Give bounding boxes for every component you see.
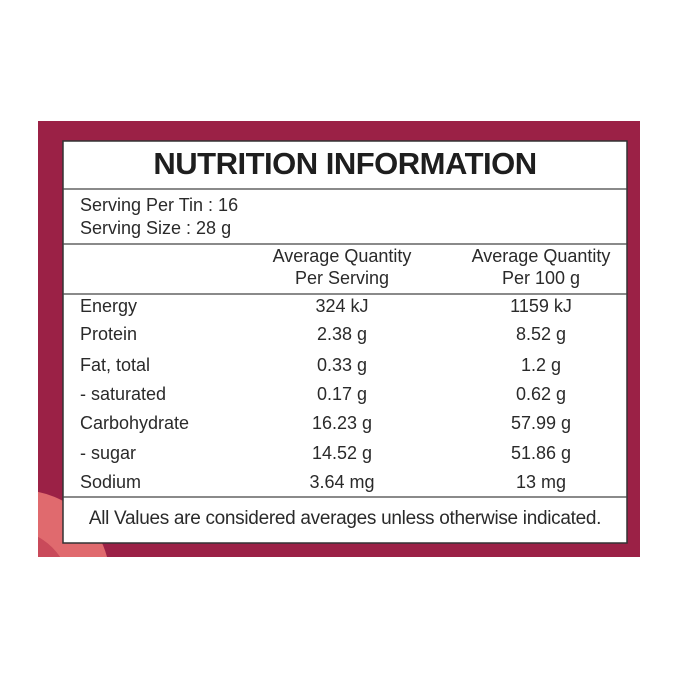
serving-text: Serving Per Tin : 16 [80, 195, 238, 215]
per-100g-value: 13 mg [516, 472, 566, 492]
rows: Energy 324 kJ 1159 kJ Protein 2.38 g 8.52 g Fa… [80, 296, 572, 492]
serving-text: Serving Size : 28 g [80, 218, 231, 238]
column-header: Average Quantity [472, 246, 611, 266]
per-serving-value: 2.38 g [317, 324, 367, 344]
footer: All Values are considered averages unles… [89, 508, 601, 529]
per-serving-value: 14.52 g [312, 443, 372, 463]
per-serving-value: 0.33 g [317, 355, 367, 375]
nutrient-name: Sodium [80, 472, 141, 492]
column-header: Per 100 g [502, 268, 580, 288]
nutrient-name: - saturated [80, 384, 166, 404]
per-serving-value: 16.23 g [312, 413, 372, 433]
nutrient-name: Carbohydrate [80, 413, 189, 433]
per-100g-value: 57.99 g [511, 413, 571, 433]
nutrient-name: - sugar [80, 443, 136, 463]
title: NUTRITION INFORMATION [153, 146, 536, 181]
nutrient-name: Fat, total [80, 355, 150, 375]
per-100g-value: 1.2 g [521, 355, 561, 375]
per-serving-value: 0.17 g [317, 384, 367, 404]
column-header: Per Serving [295, 268, 389, 288]
per-100g-value: 0.62 g [516, 384, 566, 404]
label-box [62, 140, 628, 544]
per-serving-value: 3.64 mg [309, 472, 374, 492]
nutrient-name: Protein [80, 324, 137, 344]
nutrient-name: Energy [80, 296, 137, 316]
column-header: Average Quantity [273, 246, 412, 266]
per-serving-value: 324 kJ [315, 296, 368, 316]
per-100g-value: 51.86 g [511, 443, 571, 463]
per-100g-value: 1159 kJ [510, 296, 572, 316]
per-100g-value: 8.52 g [516, 324, 566, 344]
